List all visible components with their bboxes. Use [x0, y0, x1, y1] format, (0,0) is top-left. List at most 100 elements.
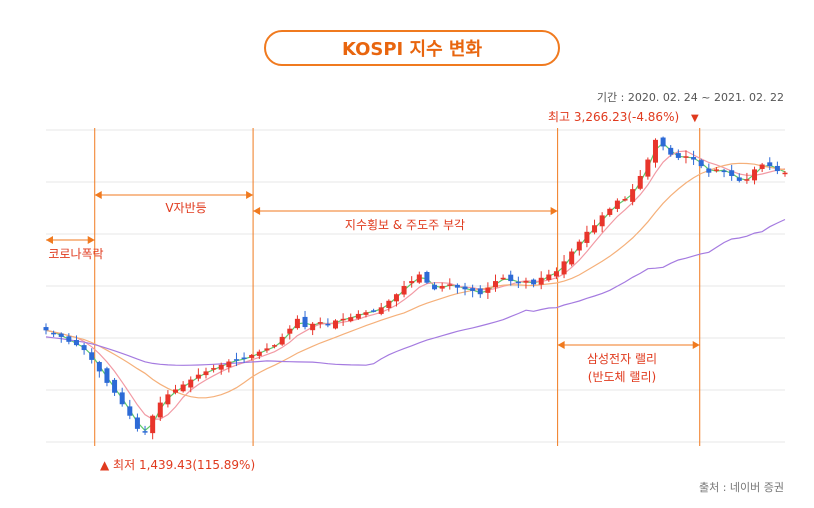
- candle-body: [203, 371, 209, 376]
- candle-body: [637, 175, 643, 189]
- candle-body: [462, 286, 468, 290]
- candle-body: [165, 394, 171, 405]
- arrow-sideways-head-right: [550, 207, 558, 215]
- period-label: 기간 : 2020. 02. 24 ~ 2021. 02. 22: [596, 91, 784, 104]
- candle-body: [96, 362, 102, 372]
- candle-body: [470, 288, 476, 291]
- candle-body: [439, 286, 445, 289]
- candle-body: [317, 322, 323, 324]
- candle-body: [333, 320, 339, 329]
- candle-body: [767, 162, 773, 167]
- candle-body: [142, 431, 148, 433]
- candle-body: [157, 402, 163, 418]
- high-annotation: 최고 3,266.23(-4.86%): [548, 110, 679, 124]
- candle-body: [302, 316, 308, 328]
- candle-body: [409, 281, 415, 284]
- candle-body: [416, 274, 422, 283]
- candle-body: [233, 359, 239, 361]
- candle-body: [721, 170, 727, 173]
- candle-body: [447, 284, 453, 286]
- low-annotation: ▲ 최저 1,439.43(115.89%): [100, 458, 255, 472]
- ma-line-20: [45, 150, 786, 420]
- candle-body: [652, 139, 658, 163]
- candle-body: [477, 288, 483, 295]
- candle-body: [630, 189, 636, 202]
- candle-body: [683, 156, 689, 158]
- arrow-v-head-left: [94, 191, 102, 199]
- candle-body: [553, 271, 559, 277]
- candle-body: [569, 251, 575, 265]
- candle-body: [287, 328, 293, 334]
- ma-line-120: [45, 218, 786, 366]
- candle-body: [363, 312, 369, 315]
- ma-line-60: [45, 162, 786, 399]
- arrow-v-head-right: [246, 191, 254, 199]
- arrow-sideways-head-left: [253, 207, 261, 215]
- candle-body: [325, 323, 331, 326]
- candle-body: [660, 137, 666, 147]
- candle-body: [523, 281, 529, 283]
- candle-body: [112, 379, 118, 393]
- candle-body: [713, 169, 719, 171]
- candle-body: [729, 170, 735, 176]
- phase-label-crash: 코로나폭락: [48, 247, 103, 261]
- candle-body: [576, 241, 582, 251]
- candle-body: [195, 374, 201, 379]
- candle-body: [691, 157, 697, 160]
- candle-body: [272, 345, 278, 347]
- arrow-samsung-head-left: [557, 341, 565, 349]
- candle-body: [759, 164, 765, 169]
- candle-body: [607, 208, 613, 215]
- candle-body: [249, 354, 255, 358]
- candle-body: [310, 323, 316, 331]
- candle-body: [104, 368, 110, 383]
- candle-body: [592, 225, 598, 233]
- candle-body: [515, 281, 521, 284]
- candle-body: [134, 417, 140, 429]
- arrow-crash-head-right: [87, 236, 95, 244]
- candle-body: [393, 294, 399, 302]
- candle-body: [401, 286, 407, 295]
- candles: [43, 136, 788, 440]
- candle-body: [150, 415, 156, 434]
- candle-body: [73, 339, 79, 346]
- ma-line-5: [45, 142, 786, 432]
- candle-body: [675, 153, 681, 158]
- candle-body: [218, 364, 224, 370]
- candle-body: [538, 277, 544, 285]
- candle-body: [706, 168, 712, 173]
- candle-body: [531, 279, 537, 285]
- candle-body: [226, 361, 232, 368]
- candle-body: [432, 284, 438, 290]
- candle-body: [500, 277, 506, 280]
- candle-body: [241, 357, 247, 360]
- candle-body: [622, 198, 628, 201]
- candle-body: [180, 384, 186, 392]
- grid-lines: [46, 129, 785, 443]
- candle-body: [614, 200, 620, 209]
- candle-body: [736, 177, 742, 181]
- candle-body: [546, 274, 552, 281]
- candle-body: [645, 159, 651, 177]
- source-label: 출처 : 네이버 증권: [698, 481, 784, 494]
- phase-label-sideways: 지수횡보 & 주도주 부각: [345, 218, 465, 232]
- candle-body: [81, 345, 87, 351]
- candle-body: [173, 389, 179, 393]
- candle-body: [752, 169, 758, 181]
- chart-title: KOSPI 지수 변화: [264, 30, 560, 66]
- candle-body: [43, 327, 49, 331]
- candle-body: [58, 333, 64, 337]
- candle-body: [698, 160, 704, 167]
- candle-body: [782, 172, 788, 175]
- phase-label-samsung-1: 삼성전자 랠리: [587, 352, 657, 366]
- candle-body: [561, 261, 567, 275]
- candle-body: [256, 351, 262, 356]
- candle-body: [744, 179, 750, 181]
- candle-body: [264, 348, 270, 351]
- candle-body: [188, 379, 194, 388]
- phase-label-v: V자반등: [165, 201, 206, 215]
- phase-label-samsung-2: (반도체 랠리): [588, 370, 656, 384]
- candle-body: [508, 274, 514, 282]
- candle-body: [66, 336, 72, 342]
